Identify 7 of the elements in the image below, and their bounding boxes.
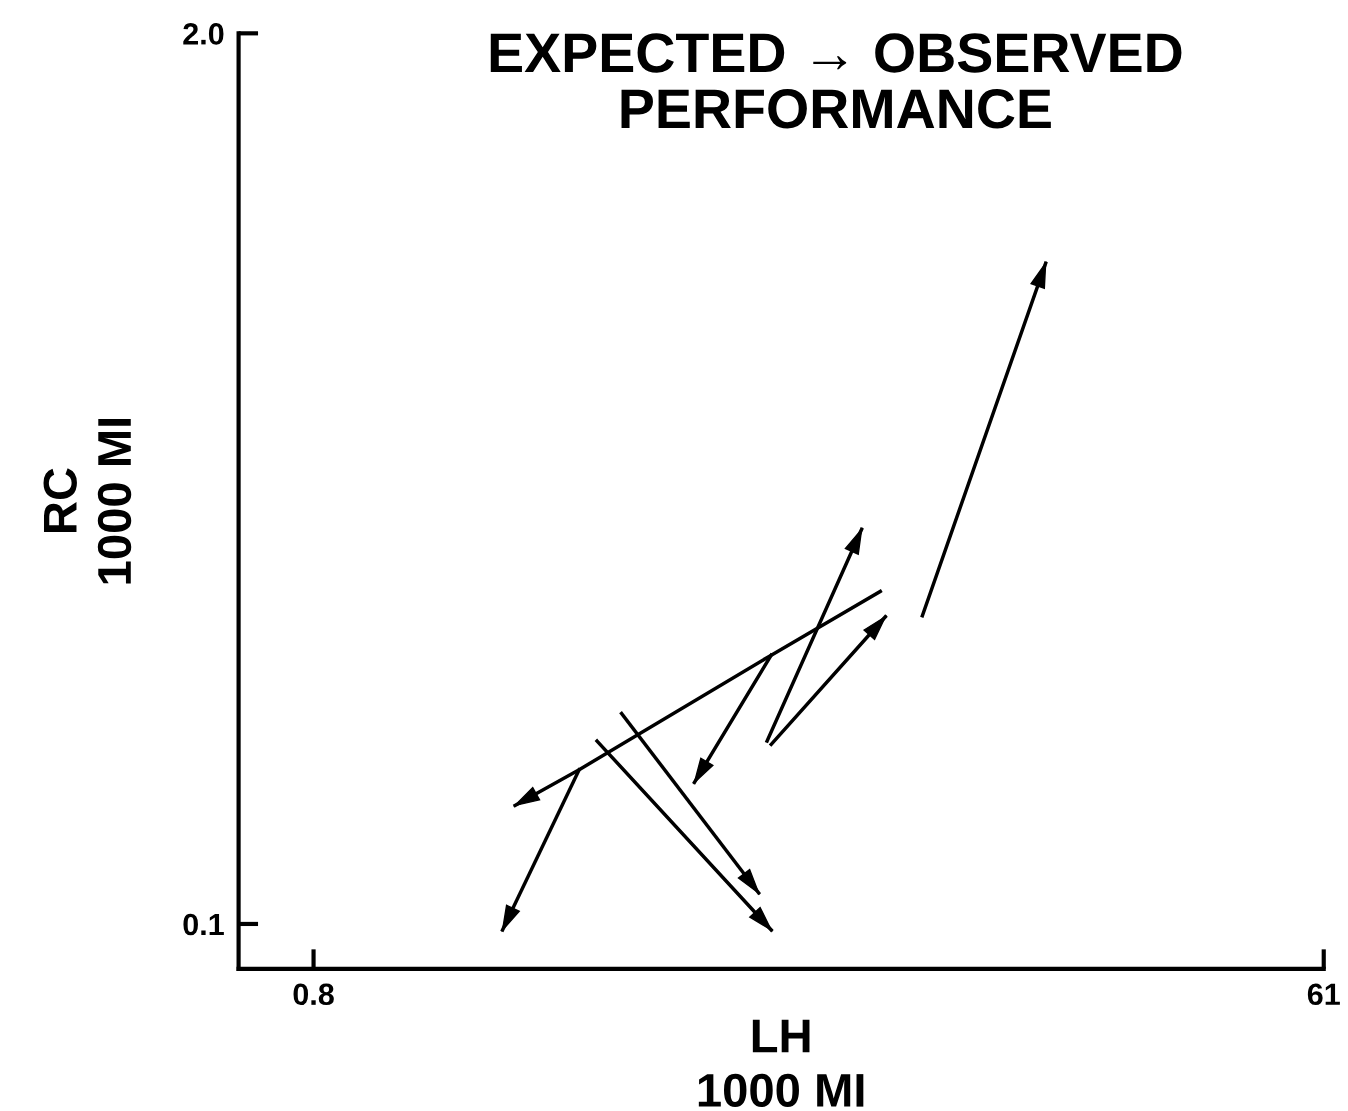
y-tick-label: 2.0: [183, 23, 224, 45]
chart-title: EXPECTED → OBSERVED PERFORMANCE: [490, 33, 1182, 129]
x-tick-label: 0.8: [293, 983, 334, 1006]
x-tick-label: 61: [1307, 983, 1340, 1006]
y-tick-label: 0.1: [183, 913, 224, 936]
x-axis-title: LH 1000 MI: [698, 1019, 864, 1108]
y-axis-title: RC 1000 MI: [43, 418, 132, 584]
